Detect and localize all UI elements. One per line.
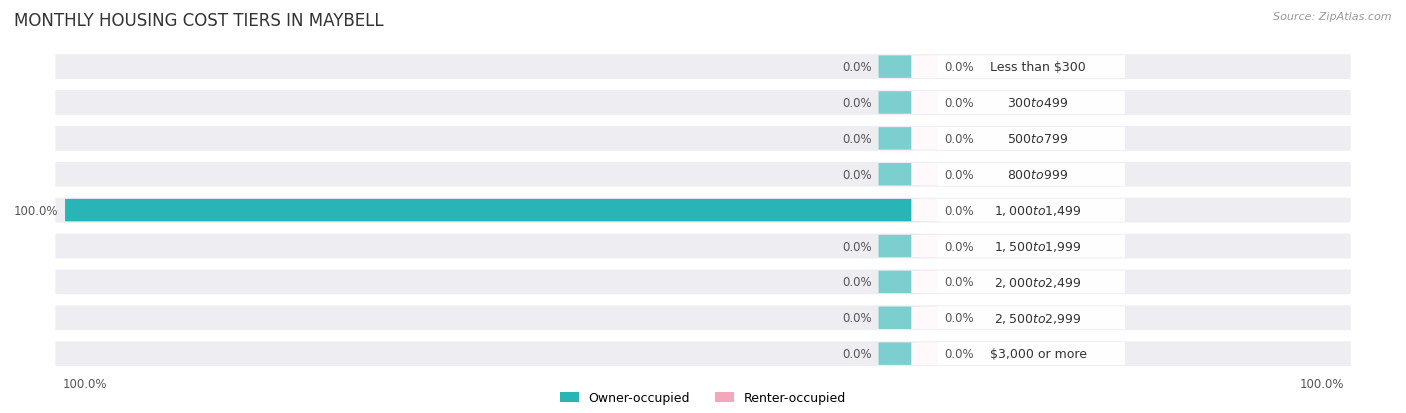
Text: 0.0%: 0.0% [945,240,974,253]
Text: Source: ZipAtlas.com: Source: ZipAtlas.com [1274,12,1392,22]
FancyBboxPatch shape [879,92,921,114]
Legend: Owner-occupied, Renter-occupied: Owner-occupied, Renter-occupied [560,391,846,404]
Text: 0.0%: 0.0% [945,97,974,110]
Text: 0.0%: 0.0% [842,133,872,145]
Text: 100.0%: 100.0% [62,377,107,390]
FancyBboxPatch shape [55,342,1351,366]
FancyBboxPatch shape [55,55,1351,80]
Text: 100.0%: 100.0% [1299,377,1344,390]
Text: $1,000 to $1,499: $1,000 to $1,499 [994,204,1081,218]
Text: $1,500 to $1,999: $1,500 to $1,999 [994,240,1081,254]
FancyBboxPatch shape [912,271,938,293]
FancyBboxPatch shape [879,164,921,186]
FancyBboxPatch shape [912,56,938,78]
FancyBboxPatch shape [65,199,921,222]
Text: Less than $300: Less than $300 [990,61,1085,74]
FancyBboxPatch shape [879,343,921,365]
Text: $500 to $799: $500 to $799 [1008,133,1069,145]
FancyBboxPatch shape [55,91,1351,116]
FancyBboxPatch shape [55,306,1351,330]
FancyBboxPatch shape [912,235,938,258]
Text: $2,500 to $2,999: $2,500 to $2,999 [994,311,1081,325]
FancyBboxPatch shape [911,199,1125,222]
FancyBboxPatch shape [911,92,1125,115]
Text: 0.0%: 0.0% [842,311,872,325]
Text: 0.0%: 0.0% [945,347,974,360]
Text: 0.0%: 0.0% [945,276,974,289]
Text: 100.0%: 100.0% [14,204,58,217]
FancyBboxPatch shape [912,164,938,186]
FancyBboxPatch shape [911,164,1125,186]
FancyBboxPatch shape [912,307,938,329]
Text: 0.0%: 0.0% [842,347,872,360]
FancyBboxPatch shape [879,235,921,258]
FancyBboxPatch shape [55,162,1351,187]
Text: $2,000 to $2,499: $2,000 to $2,499 [994,275,1081,289]
Text: 0.0%: 0.0% [945,133,974,145]
FancyBboxPatch shape [911,128,1125,150]
Text: 0.0%: 0.0% [842,61,872,74]
FancyBboxPatch shape [55,198,1351,223]
FancyBboxPatch shape [911,306,1125,330]
FancyBboxPatch shape [55,270,1351,294]
FancyBboxPatch shape [912,92,938,114]
FancyBboxPatch shape [879,56,921,78]
Text: 0.0%: 0.0% [945,311,974,325]
Text: 0.0%: 0.0% [945,169,974,181]
FancyBboxPatch shape [912,343,938,365]
Text: 0.0%: 0.0% [842,240,872,253]
Text: $3,000 or more: $3,000 or more [990,347,1087,360]
FancyBboxPatch shape [879,271,921,293]
Text: 0.0%: 0.0% [842,276,872,289]
Text: 0.0%: 0.0% [842,97,872,110]
FancyBboxPatch shape [879,128,921,150]
FancyBboxPatch shape [911,56,1125,79]
Text: MONTHLY HOUSING COST TIERS IN MAYBELL: MONTHLY HOUSING COST TIERS IN MAYBELL [14,12,384,30]
FancyBboxPatch shape [912,199,938,222]
FancyBboxPatch shape [912,128,938,150]
Text: $800 to $999: $800 to $999 [1008,169,1069,181]
FancyBboxPatch shape [879,307,921,329]
Text: 0.0%: 0.0% [842,169,872,181]
FancyBboxPatch shape [911,342,1125,365]
Text: 0.0%: 0.0% [945,61,974,74]
Text: 0.0%: 0.0% [945,204,974,217]
FancyBboxPatch shape [55,127,1351,152]
Text: $300 to $499: $300 to $499 [1008,97,1069,110]
FancyBboxPatch shape [911,271,1125,294]
FancyBboxPatch shape [911,235,1125,258]
FancyBboxPatch shape [55,234,1351,259]
